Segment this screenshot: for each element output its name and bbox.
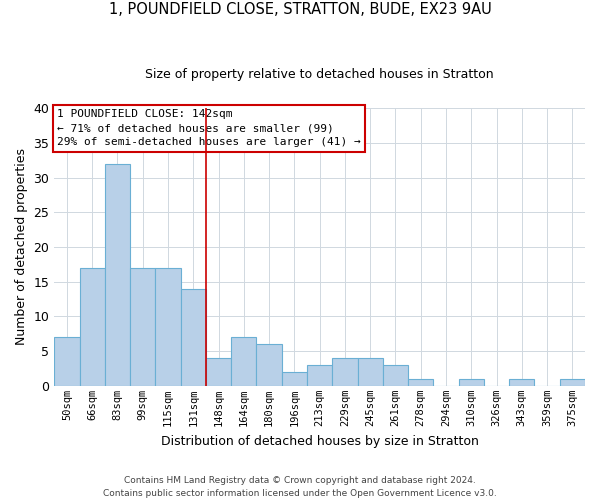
Bar [408,379,433,386]
Y-axis label: Number of detached properties: Number of detached properties [15,148,28,346]
Bar [307,365,332,386]
Bar [509,379,535,386]
Bar [282,372,307,386]
Bar [560,379,585,386]
Bar [231,338,256,386]
Bar [332,358,358,386]
Bar [105,164,130,386]
Title: Size of property relative to detached houses in Stratton: Size of property relative to detached ho… [145,68,494,80]
Text: Contains HM Land Registry data © Crown copyright and database right 2024.
Contai: Contains HM Land Registry data © Crown c… [103,476,497,498]
Bar [206,358,231,386]
Bar [130,268,155,386]
X-axis label: Distribution of detached houses by size in Stratton: Distribution of detached houses by size … [161,434,479,448]
Text: 1 POUNDFIELD CLOSE: 142sqm
← 71% of detached houses are smaller (99)
29% of semi: 1 POUNDFIELD CLOSE: 142sqm ← 71% of deta… [57,110,361,148]
Bar [458,379,484,386]
Bar [383,365,408,386]
Text: 1, POUNDFIELD CLOSE, STRATTON, BUDE, EX23 9AU: 1, POUNDFIELD CLOSE, STRATTON, BUDE, EX2… [109,2,491,18]
Bar [155,268,181,386]
Bar [256,344,282,386]
Bar [181,288,206,386]
Bar [80,268,105,386]
Bar [358,358,383,386]
Bar [54,338,80,386]
